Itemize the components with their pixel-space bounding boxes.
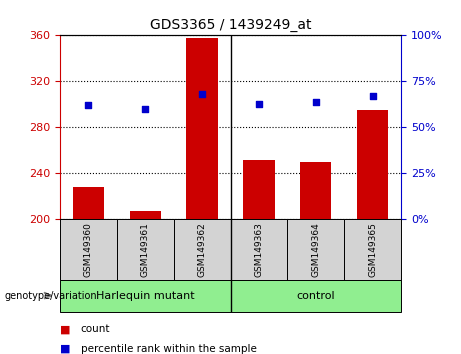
Bar — [174, 219, 230, 280]
Title: GDS3365 / 1439249_at: GDS3365 / 1439249_at — [150, 18, 311, 32]
Point — [142, 106, 149, 112]
Bar — [130, 211, 161, 219]
Bar — [60, 219, 117, 280]
Text: control: control — [296, 291, 335, 301]
Point — [85, 103, 92, 108]
Bar — [300, 162, 331, 219]
Bar — [243, 160, 275, 219]
Bar — [73, 187, 104, 219]
Bar — [117, 219, 174, 280]
Text: GSM149361: GSM149361 — [141, 222, 150, 277]
Bar — [186, 38, 218, 219]
Point — [198, 91, 206, 97]
Point — [369, 93, 376, 99]
Text: GSM149365: GSM149365 — [368, 222, 377, 277]
Text: GSM149360: GSM149360 — [84, 222, 93, 277]
Text: GSM149362: GSM149362 — [198, 222, 207, 277]
Text: ■: ■ — [60, 344, 71, 354]
Text: genotype/variation: genotype/variation — [5, 291, 97, 301]
Text: GSM149363: GSM149363 — [254, 222, 263, 277]
Text: percentile rank within the sample: percentile rank within the sample — [81, 344, 257, 354]
Bar — [230, 280, 401, 312]
Bar — [60, 280, 230, 312]
Bar — [230, 219, 287, 280]
Text: Harlequin mutant: Harlequin mutant — [96, 291, 195, 301]
Bar — [357, 110, 388, 219]
Text: ■: ■ — [60, 324, 71, 334]
Bar — [344, 219, 401, 280]
Text: GSM149364: GSM149364 — [311, 222, 320, 277]
Text: count: count — [81, 324, 110, 334]
Point — [255, 101, 263, 106]
Point — [312, 99, 319, 104]
Bar — [287, 219, 344, 280]
